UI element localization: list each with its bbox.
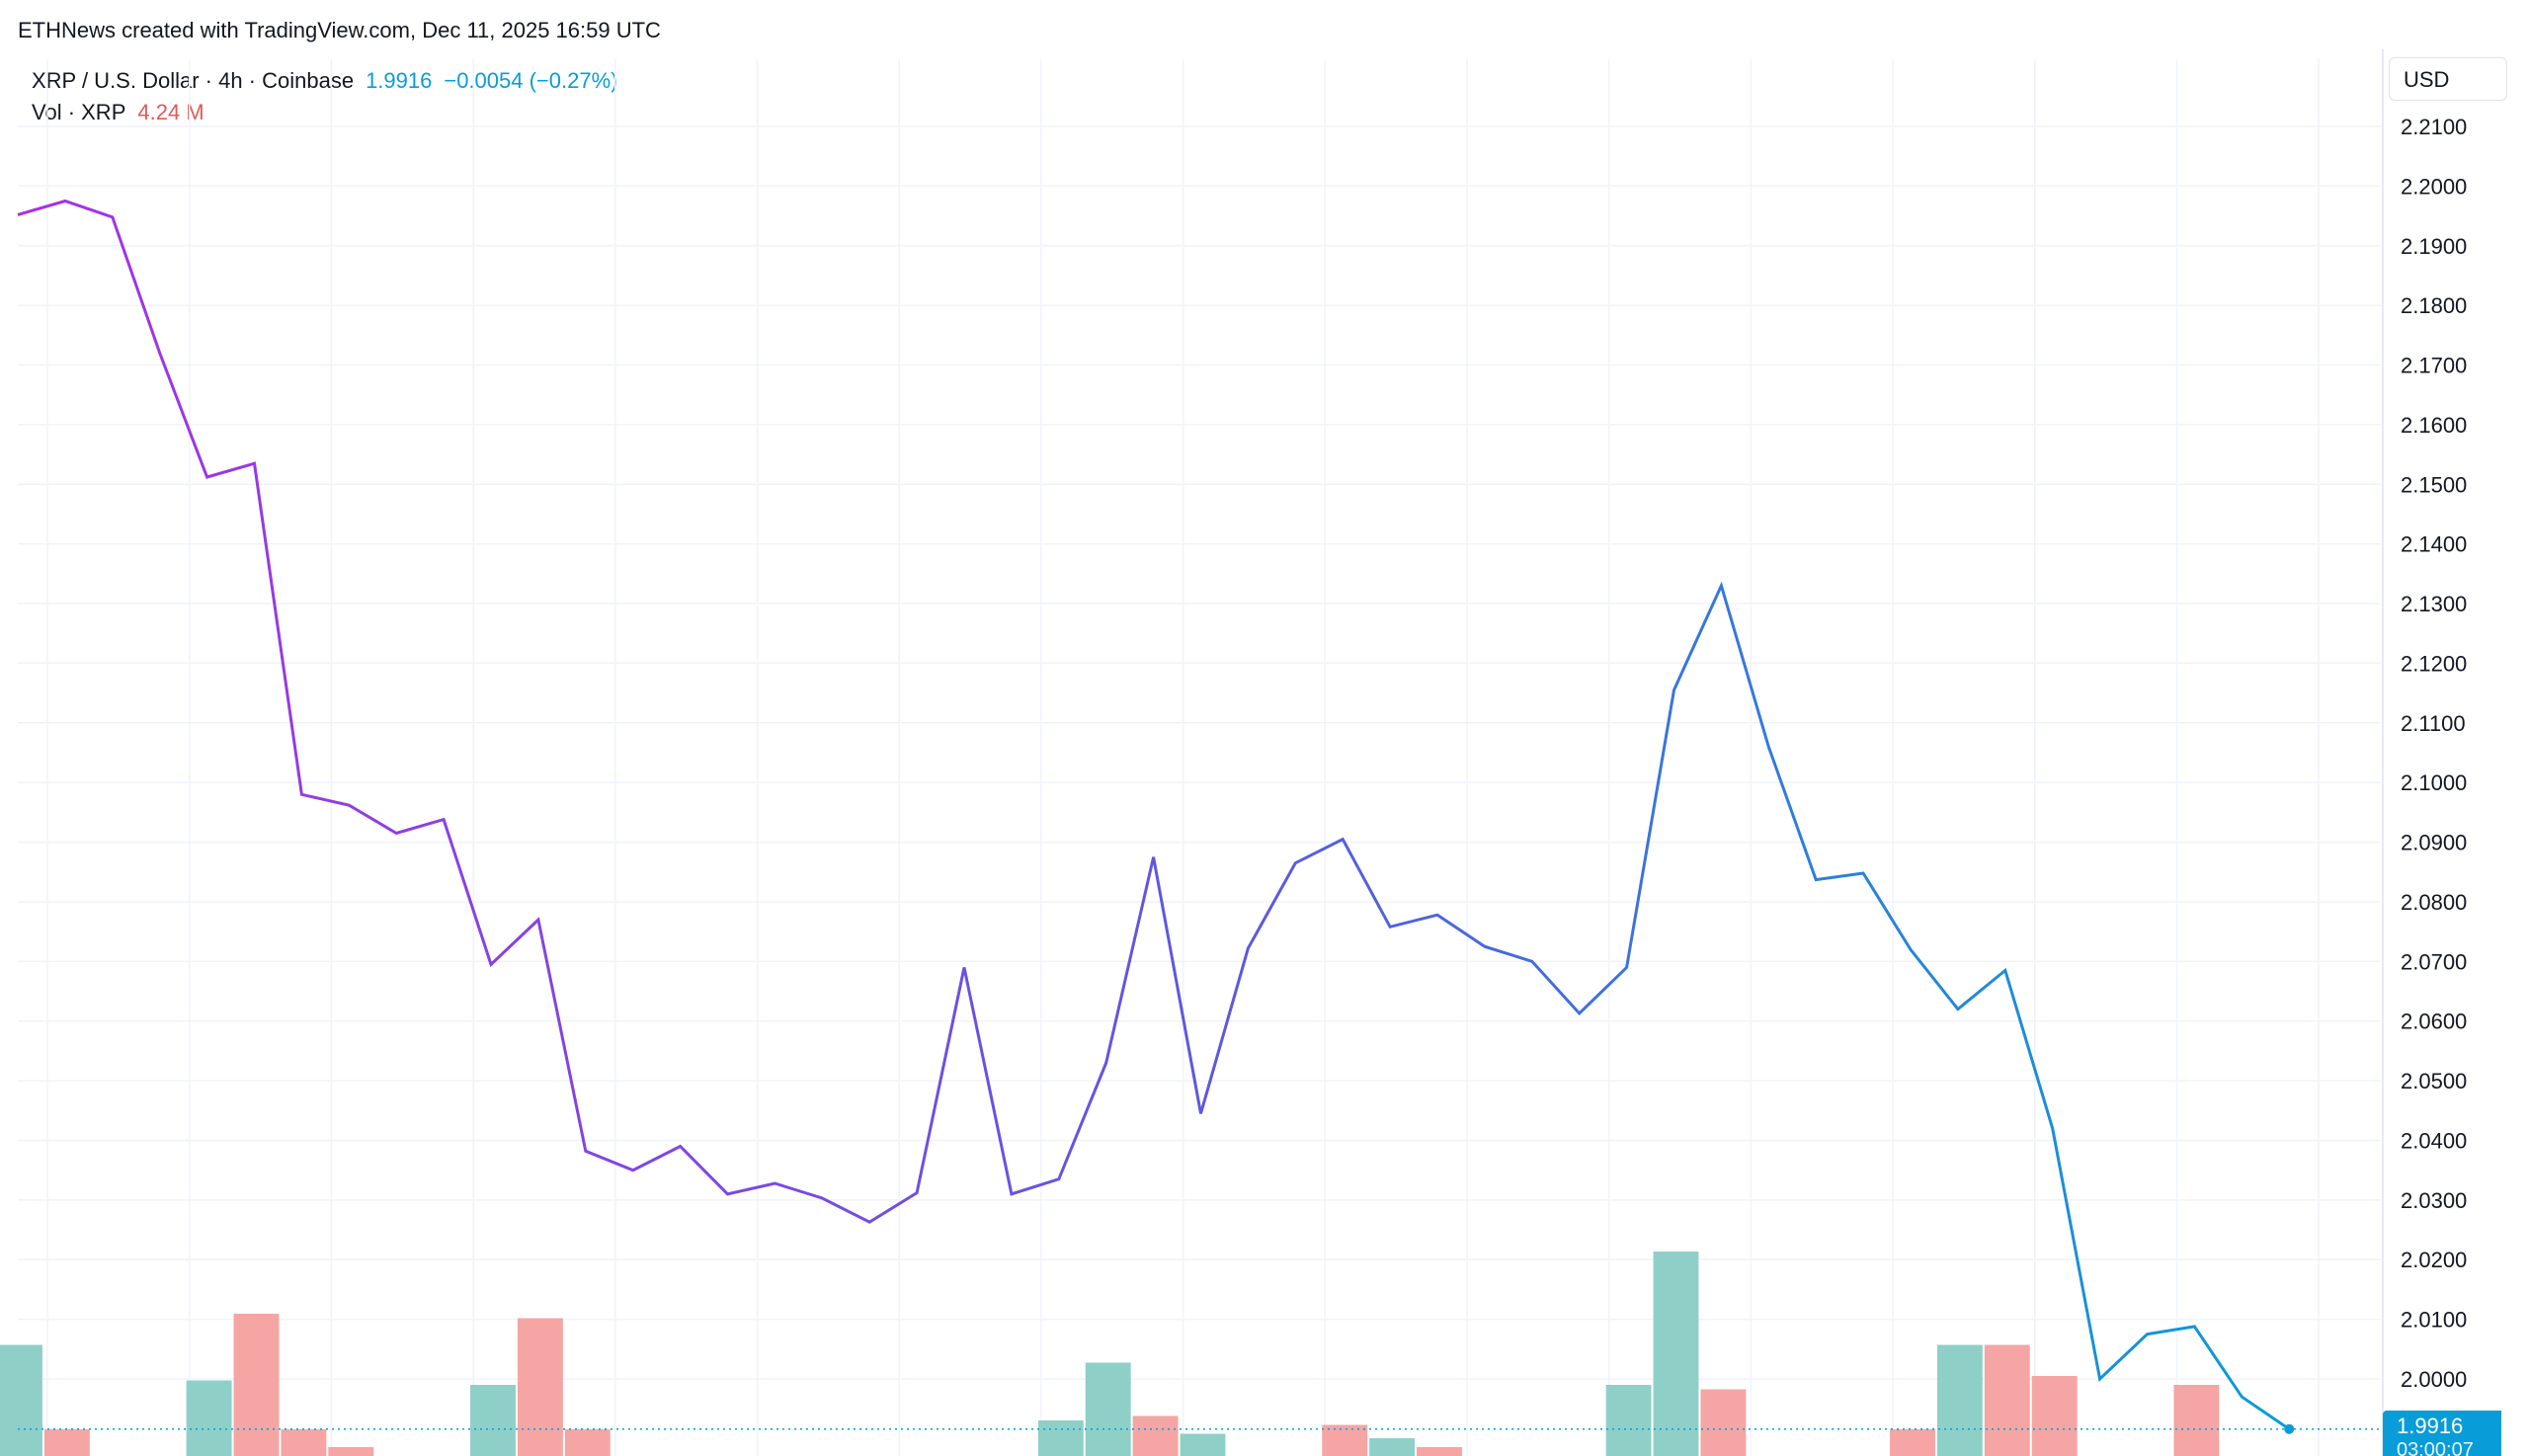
volume-bar [281,1429,327,1456]
volume-bar [1180,1433,1226,1456]
y-tick-label: 2.1500 [2401,472,2467,497]
candle-countdown: 03:00:07 [2397,1439,2474,1456]
volume-bar [1322,1424,1368,1456]
y-tick-label: 2.0600 [2401,1010,2467,1034]
volume-bar [1984,1344,2030,1456]
y-tick-label: 2.2100 [2401,115,2467,139]
volume-bar [1369,1438,1416,1456]
last-price-tag: 1.9916 03:00:07 [2383,1411,2501,1456]
price-line [17,199,2291,1430]
volume-bar [2173,1385,2220,1456]
volume-value: 4.24 M [137,100,204,124]
volume-bar [186,1380,232,1456]
y-tick-label: 2.0500 [2401,1069,2467,1093]
y-tick-label: 2.1100 [2401,711,2466,736]
y-tick-label: 2.0800 [2401,890,2467,915]
volume-bar [1936,1344,1983,1456]
volume-bar [233,1314,280,1456]
volume-bar [1037,1420,1084,1456]
symbol-title[interactable]: XRP / U.S. Dollar · 4h · Coinbase [32,68,355,93]
y-tick-label: 2.0700 [2401,949,2467,974]
y-tick-label: 2.0300 [2401,1188,2467,1213]
y-tick-label: 2.1900 [2401,234,2467,259]
volume-bar [517,1318,563,1456]
last-price-dot [2284,1423,2295,1434]
y-tick-label: 2.1400 [2401,532,2467,557]
y-tick-label: 2.2000 [2401,174,2467,199]
y-tick-label: 2.1800 [2401,293,2467,318]
volume-bar [1890,1429,1935,1456]
y-tick-label: 2.0400 [2401,1128,2467,1153]
y-tick-label: 2.0900 [2401,831,2467,855]
y-tick-label: 2.1200 [2401,651,2467,676]
y-tick-label: 2.1300 [2401,592,2467,616]
volume-bar [1132,1416,1179,1456]
volume-bar [564,1429,611,1456]
volume-bar [2031,1376,2078,1456]
volume-bar [1085,1362,1131,1456]
volume-bar [1417,1447,1462,1456]
volume-bar [1700,1389,1747,1456]
volume-bar [328,1447,374,1456]
volume-bars [0,1252,2220,1456]
price-axis[interactable]: 2.2100 2.2000 2.1900 2.1800 2.1700 2.1600 2.15… [2401,115,2467,1392]
last-price-value: 1.9916 [366,68,433,93]
y-tick-label: 2.0200 [2401,1248,2467,1272]
y-tick-label: 2.0100 [2401,1308,2467,1333]
y-tick-label: 2.1600 [2401,413,2467,438]
y-tick-label: 2.1000 [2401,770,2467,795]
volume-bar [1605,1385,1652,1456]
volume-bar [0,1344,42,1456]
last-price-tag-value: 1.9916 [2397,1414,2464,1438]
chart-grid [18,49,2384,1456]
y-tick-label: 2.0000 [2401,1367,2467,1392]
volume-bar [1653,1252,1699,1456]
y-tick-label: 2.1700 [2401,354,2467,378]
volume-bar [43,1429,90,1456]
currency-selector[interactable]: USD [2389,57,2507,101]
chart-attribution: ETHNews created with TradingView.com, De… [18,18,661,42]
volume-bar [470,1385,516,1456]
